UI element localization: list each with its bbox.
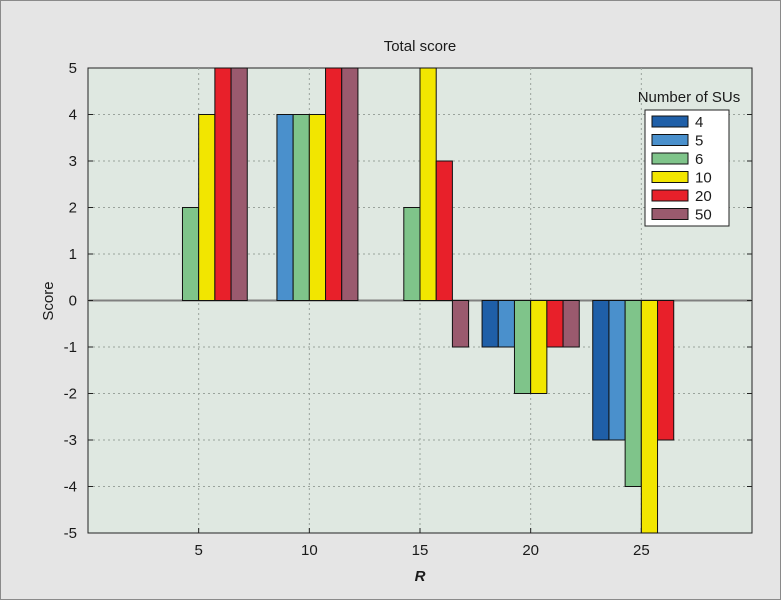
legend-swatch-5 [651,134,689,146]
y-tick-label: -4 [64,479,77,496]
y-tick-label: 1 [69,246,77,263]
bar-5-at-20 [497,300,515,348]
bar-50-at-20 [562,300,580,348]
bar-4-at-25 [592,300,610,441]
bar-20-at-25 [657,300,675,441]
legend-swatch-6 [651,152,689,165]
legend-swatch-10 [651,171,689,183]
y-tick-label: 2 [69,200,77,217]
x-axis-label: R [415,568,426,585]
bar-10-at-5 [198,114,216,301]
bar-10-at-20 [530,300,548,394]
legend-label-5: 5 [695,133,703,150]
y-tick-label: -2 [64,386,77,403]
bar-6-at-5 [181,207,200,301]
x-tick-label: 10 [301,542,318,559]
y-tick-label: 5 [69,60,77,77]
x-tick-label: 20 [522,542,539,559]
bar-50-at-10 [341,67,359,301]
bar-50-at-5 [230,67,248,301]
y-tick-label: -1 [64,339,77,356]
bar-50-at-15 [451,300,470,348]
bar-20-at-15 [435,160,453,301]
bar-10-at-15 [419,67,437,301]
chart-title: Total score [384,38,457,55]
legend-swatch-4 [651,115,689,128]
bar-10-at-10 [308,114,327,301]
bar-20-at-5 [214,67,232,301]
legend-label-50: 50 [695,207,712,224]
y-tick-label: 0 [69,293,77,310]
bar-6-at-20 [513,300,532,394]
x-tick-label: 5 [194,542,202,559]
x-axis-ticks: 5 10 15 20 25 [194,528,650,559]
legend-label-10: 10 [695,170,712,187]
bar-6-at-15 [403,207,421,301]
legend-swatch-20 [651,189,689,202]
bars-group [181,67,675,534]
bar-10-at-25 [640,300,659,534]
bar-6-at-25 [624,300,642,487]
y-axis-label: Score [40,281,57,320]
legend-label-4: 4 [695,114,703,131]
y-tick-label: 3 [69,153,77,170]
bar-4-at-20 [481,300,499,348]
bar-6-at-10 [292,114,310,301]
legend-label-6: 6 [695,151,703,168]
bar-5-at-10 [276,114,294,301]
y-tick-label: 4 [69,107,77,124]
legend-swatch-50 [651,208,689,220]
legend-label-20: 20 [695,188,712,205]
y-tick-label: -5 [64,525,77,542]
y-tick-label: -3 [64,432,77,449]
legend-box [644,109,730,227]
x-tick-label: 15 [412,542,429,559]
legend-title: Number of SUs [638,89,741,106]
x-tick-label: 25 [633,542,650,559]
bar-20-at-10 [325,67,343,301]
bar-20-at-20 [546,300,564,348]
bar-5-at-25 [608,300,626,441]
